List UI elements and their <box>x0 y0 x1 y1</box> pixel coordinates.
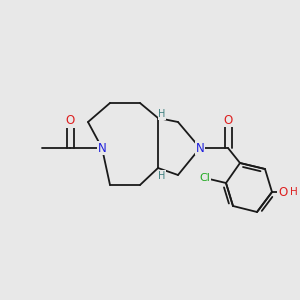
Text: O: O <box>65 115 75 128</box>
Text: H: H <box>290 187 298 197</box>
Text: H: H <box>158 109 166 119</box>
Text: N: N <box>196 142 204 154</box>
Text: O: O <box>224 113 232 127</box>
Text: Cl: Cl <box>200 173 210 183</box>
Text: N: N <box>98 142 106 154</box>
Text: H: H <box>158 171 166 181</box>
Text: O: O <box>278 185 288 199</box>
